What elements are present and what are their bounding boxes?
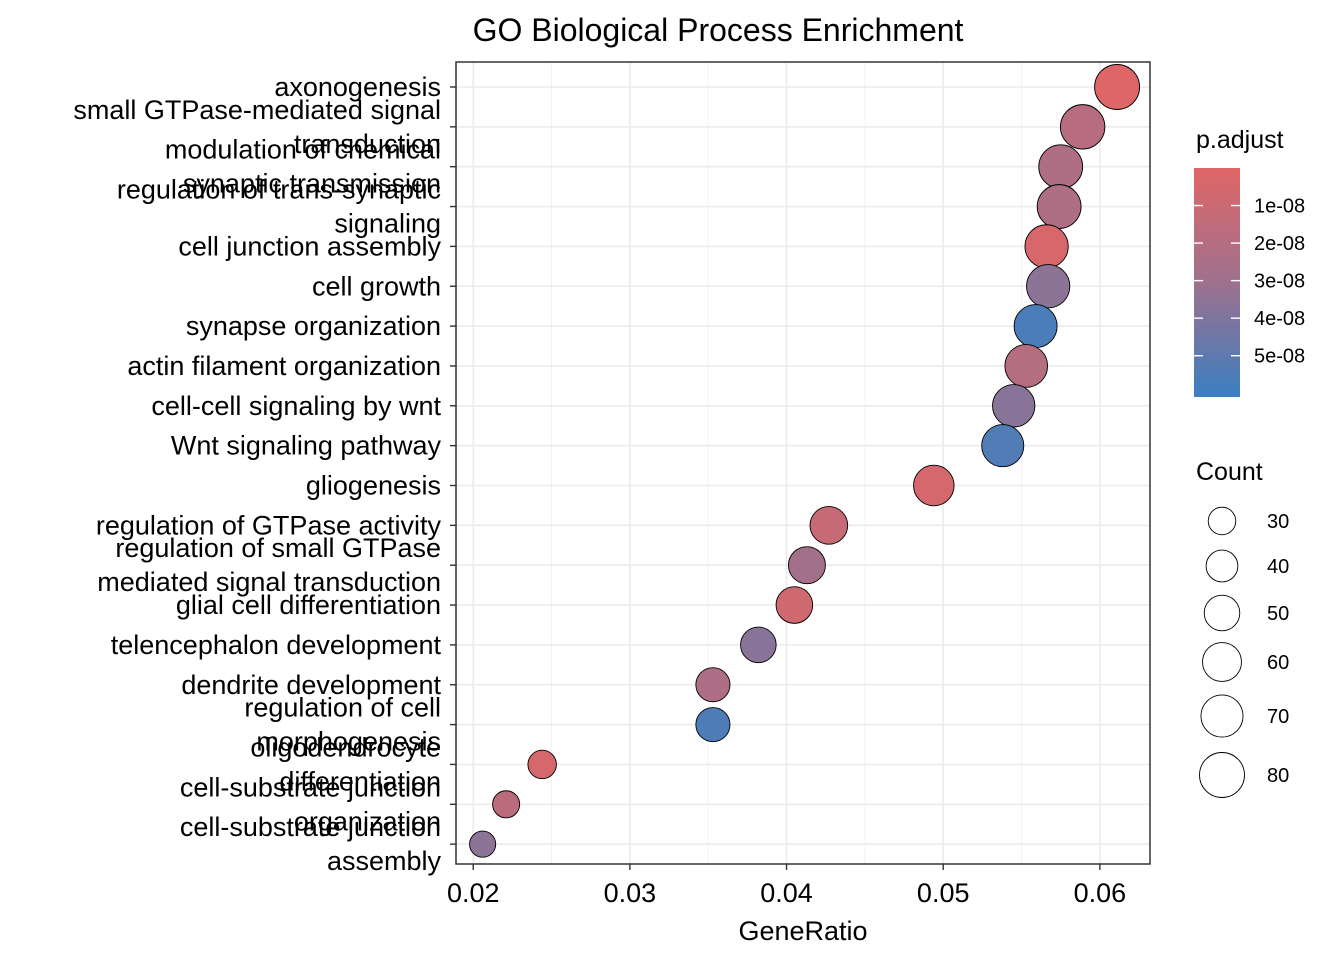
x-axis-title: GeneRatio: [738, 916, 867, 946]
y-tick-label: small GTPase-mediated signal: [73, 95, 441, 125]
data-point: [695, 667, 731, 703]
data-point: [787, 546, 826, 585]
size-legend-label: 40: [1267, 556, 1289, 578]
data-point: [527, 749, 557, 780]
chart-title: GO Biological Process Enrichment: [473, 12, 964, 48]
data-point: [492, 790, 521, 819]
y-tick-label: telencephalon development: [111, 630, 442, 660]
size-legend-label: 80: [1267, 765, 1289, 787]
size-legend-circle: [1199, 752, 1245, 798]
y-tick-label: assembly: [327, 846, 442, 876]
size-legend: Count 30 40 50 60 70 80: [1196, 458, 1289, 798]
data-point: [740, 626, 777, 664]
data-point: [1036, 184, 1082, 229]
y-tick-label: cell junction assembly: [178, 231, 441, 261]
data-point: [992, 384, 1036, 428]
data-point: [1026, 264, 1071, 309]
y-tick-label: morphogenesis: [256, 727, 441, 757]
y-tick-label: differentiation: [279, 766, 441, 796]
color-legend: p.adjust 1e-08 2e-08 3e-08 4e-08 5e-08: [1194, 126, 1305, 397]
data-point: [1004, 344, 1049, 388]
size-legend-entries: 30 40 50 60 70 80: [1199, 506, 1289, 798]
y-tick-label: oligodendrocyte: [250, 732, 441, 762]
data-point: [1013, 304, 1058, 349]
y-tick-label: synaptic transmission: [183, 169, 441, 199]
y-tick-label: regulation of GTPase activity: [96, 510, 442, 540]
color-tick-label: 5e-08: [1254, 346, 1305, 368]
data-point: [981, 424, 1025, 468]
y-tick-label: signaling: [334, 209, 441, 239]
size-legend-circle: [1202, 642, 1242, 682]
y-tick-label: glial cell differentiation: [176, 590, 441, 620]
x-tick-label: 0.02: [447, 878, 500, 908]
data-points: [469, 64, 1141, 858]
y-tick-label: organization: [294, 806, 441, 836]
x-tick-label: 0.03: [604, 878, 657, 908]
y-tick-label: Wnt signaling pathway: [171, 431, 442, 461]
color-tick-label: 2e-08: [1254, 233, 1305, 255]
size-legend-label: 70: [1267, 706, 1289, 728]
data-point: [695, 707, 731, 743]
x-tick-label: 0.06: [1074, 878, 1127, 908]
color-bar: [1194, 168, 1240, 397]
plot-panel: [456, 62, 1150, 864]
data-point: [469, 830, 497, 858]
size-legend-circle: [1203, 594, 1241, 632]
y-tick-label: cell-substrate junction: [180, 772, 441, 802]
y-tick-label: regulation of cell: [244, 693, 441, 723]
y-tick-label: cell growth: [312, 271, 441, 301]
color-tick-label: 3e-08: [1254, 271, 1305, 293]
y-tick-label: regulation of small GTPase: [115, 533, 441, 563]
data-point: [775, 586, 814, 624]
y-tick-label: regulation of trans-synaptic: [117, 175, 441, 205]
data-point: [1059, 104, 1106, 150]
panel-border: [455, 61, 1151, 865]
color-legend-title: p.adjust: [1196, 126, 1284, 154]
color-legend-ticks: 1e-08 2e-08 3e-08 4e-08 5e-08: [1194, 196, 1305, 368]
size-legend-title: Count: [1196, 458, 1263, 486]
size-legend-circle: [1205, 549, 1239, 583]
color-tick-label: 1e-08: [1254, 196, 1305, 218]
size-legend-label: 30: [1267, 511, 1289, 533]
y-tick-label: axonogenesis: [274, 72, 441, 102]
x-tick-label: 0.05: [917, 878, 970, 908]
size-legend-label: 50: [1267, 603, 1289, 625]
size-legend-label: 60: [1267, 652, 1289, 674]
y-tick-label: gliogenesis: [306, 471, 441, 501]
size-legend-circle: [1207, 506, 1237, 536]
x-tick-label: 0.04: [760, 878, 813, 908]
y-tick-label: cell-substrate junction: [180, 812, 441, 842]
data-point: [913, 464, 955, 507]
y-tick-label: dendrite development: [181, 670, 441, 700]
y-tick-label: actin filament organization: [127, 351, 441, 381]
x-axis: 0.02 0.03 0.04 0.05 0.06: [447, 864, 1126, 908]
y-tick-label: mediated signal transduction: [97, 567, 441, 597]
y-tick-label: modulation of chemical: [165, 135, 441, 165]
data-point: [1038, 144, 1084, 190]
data-point: [1094, 64, 1141, 110]
data-point: [1024, 224, 1069, 269]
size-legend-circle: [1200, 694, 1244, 738]
color-tick-label: 4e-08: [1254, 308, 1305, 330]
y-tick-label: synapse organization: [186, 311, 441, 341]
y-tick-label: cell-cell signaling by wnt: [151, 391, 441, 421]
y-tick-label: transduction: [294, 129, 441, 159]
data-point: [809, 506, 849, 545]
